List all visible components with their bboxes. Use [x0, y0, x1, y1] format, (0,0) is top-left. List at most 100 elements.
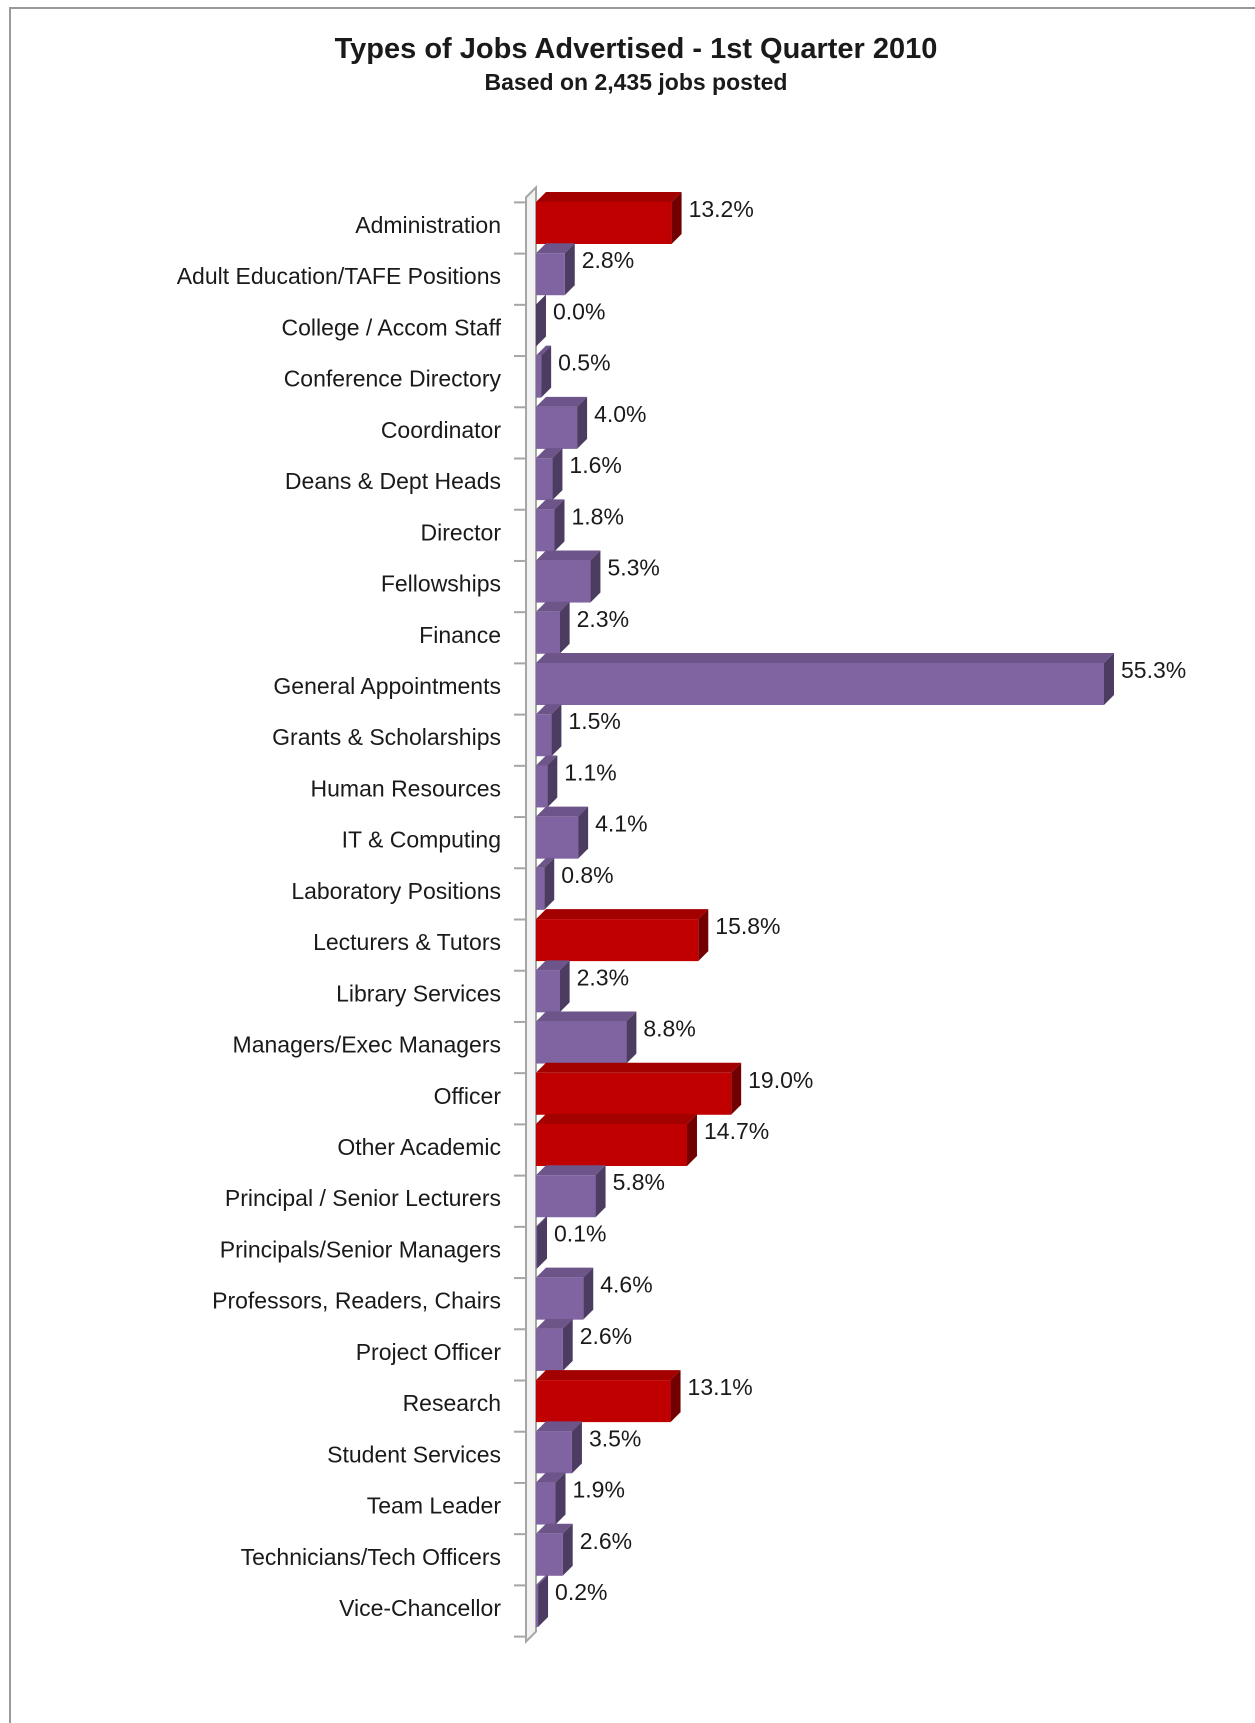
bar-top: [536, 857, 555, 868]
category-label: Lecturers & Tutors: [313, 929, 501, 955]
value-label: 1.8%: [571, 503, 623, 529]
category-label: IT & Computing: [342, 827, 501, 853]
value-label: 15.8%: [715, 913, 780, 939]
bar-front: [536, 919, 699, 962]
bar-side: [731, 1062, 742, 1115]
bar-front: [536, 1482, 556, 1525]
bar-side: [547, 755, 558, 808]
bar-front: [536, 355, 542, 398]
category-label: Principals/Senior Managers: [220, 1236, 501, 1262]
bar-side: [1104, 653, 1114, 705]
bar: [536, 448, 563, 501]
bar-top: [536, 1216, 548, 1227]
value-label: 2.6%: [580, 1323, 632, 1349]
bar-top: [536, 243, 575, 254]
bar: [536, 755, 558, 808]
bar-front: [536, 406, 578, 449]
bar: [536, 909, 709, 962]
value-label: 2.3%: [577, 606, 629, 632]
bar-side: [671, 192, 682, 244]
value-label: 0.1%: [554, 1220, 606, 1246]
value-label: 2.8%: [582, 247, 634, 273]
bar: [536, 499, 565, 552]
bar-side: [562, 1523, 573, 1576]
category-label: Laboratory Positions: [291, 878, 501, 904]
bar: [536, 704, 562, 757]
bar: [536, 806, 589, 859]
bar-side: [541, 345, 552, 398]
value-label: 4.0%: [594, 401, 646, 427]
bar: [536, 1165, 606, 1218]
bar-top: [536, 960, 570, 971]
value-label: 13.2%: [689, 196, 754, 222]
chart-subtitle: Based on 2,435 jobs posted: [485, 69, 788, 95]
bar: [536, 345, 552, 398]
bar-top: [536, 1062, 742, 1073]
bar-top: [536, 550, 601, 561]
bar: [536, 1114, 697, 1166]
bar: [536, 1575, 549, 1627]
bar-front: [536, 714, 552, 757]
chart-border: [9, 7, 1255, 1723]
value-label: 3.5%: [589, 1425, 641, 1451]
bar-side: [544, 857, 555, 910]
bar-top: [536, 601, 570, 612]
bar-side: [559, 960, 570, 1013]
value-label: 0.0%: [553, 298, 605, 324]
bar-side: [595, 1165, 606, 1218]
bar: [536, 294, 546, 347]
value-label: 1.5%: [568, 708, 620, 734]
category-label: Team Leader: [367, 1493, 502, 1519]
bar-front: [536, 816, 579, 859]
bar-side: [686, 1114, 697, 1166]
bar: [536, 653, 1114, 705]
bar: [536, 1421, 582, 1474]
bar-top: [536, 1421, 582, 1432]
bar-front: [536, 611, 560, 654]
bar-side: [583, 1267, 594, 1320]
bar-side: [559, 601, 570, 654]
category-label: Other Academic: [337, 1134, 501, 1160]
category-label: Professors, Readers, Chairs: [212, 1288, 501, 1314]
value-label: 0.5%: [558, 350, 610, 376]
bar-side: [564, 243, 575, 296]
bar: [536, 1267, 594, 1320]
category-label: Library Services: [336, 980, 501, 1006]
bar: [536, 396, 588, 449]
bar-front: [536, 1277, 584, 1320]
category-label: Principal / Senior Lecturers: [225, 1185, 501, 1211]
bar: [536, 550, 601, 603]
category-label: Vice-Chancellor: [339, 1595, 501, 1621]
bar-side: [551, 704, 562, 757]
bar-front: [536, 765, 548, 808]
bar: [536, 960, 570, 1013]
value-label: 5.3%: [607, 555, 659, 581]
category-label: Deans & Dept Heads: [285, 468, 501, 494]
bar: [536, 1318, 573, 1371]
bar-front: [536, 1328, 563, 1371]
category-label: Managers/Exec Managers: [233, 1032, 501, 1058]
category-label: Administration: [355, 212, 501, 238]
category-label: Conference Directory: [284, 366, 502, 392]
category-label: Technicians/Tech Officers: [241, 1544, 501, 1570]
value-label: 8.8%: [643, 1016, 695, 1042]
bar-top: [536, 1370, 681, 1381]
bar-side: [554, 499, 565, 552]
bar-front: [536, 1431, 572, 1474]
value-label: 4.6%: [600, 1272, 652, 1298]
value-label: 1.6%: [569, 452, 621, 478]
bar-front: [536, 970, 560, 1013]
bar: [536, 1523, 573, 1576]
bar: [536, 243, 575, 296]
axis-wall: [525, 184, 537, 1645]
value-label: 1.9%: [573, 1477, 625, 1503]
bar-front: [536, 560, 591, 603]
bar-front: [536, 1226, 538, 1269]
category-label: Grants & Scholarships: [272, 724, 501, 750]
value-label: 13.1%: [688, 1374, 753, 1400]
bar: [536, 192, 682, 244]
value-label: 2.6%: [580, 1528, 632, 1554]
bar: [536, 1472, 566, 1525]
category-label: Project Officer: [356, 1339, 502, 1365]
